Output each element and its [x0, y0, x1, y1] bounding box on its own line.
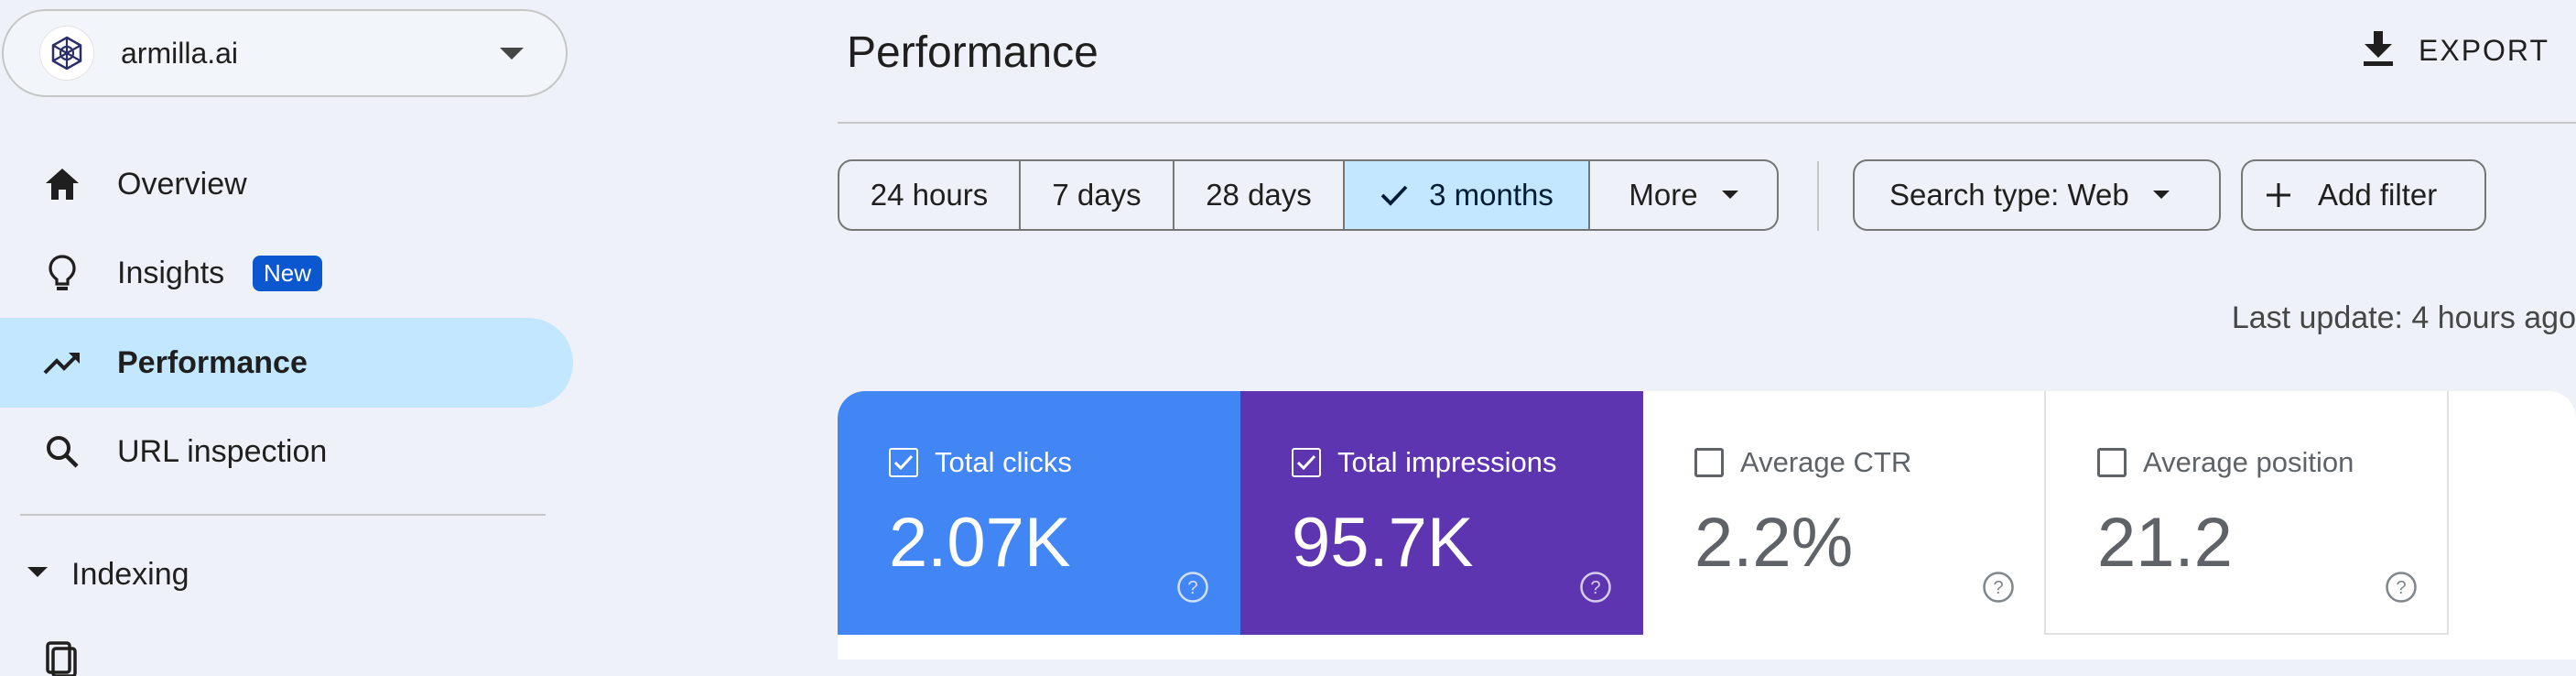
metric-value: 21.2: [2097, 504, 2233, 582]
svg-text:?: ?: [1993, 578, 2003, 598]
help-icon[interactable]: ?: [2385, 571, 2418, 604]
header-divider: [838, 122, 2576, 124]
search-type-filter[interactable]: Search type: Web: [1853, 159, 2221, 231]
lightbulb-icon: [42, 253, 82, 293]
date-range-24-hours[interactable]: 24 hours: [838, 159, 1021, 231]
sidebar-section-label: Indexing: [71, 556, 189, 592]
metric-card-average-ctr[interactable]: Average CTR 2.2% ?: [1643, 391, 2046, 635]
caret-down-icon: [27, 566, 48, 583]
metrics-panel: Total clicks 2.07K ? Total impressions 9…: [838, 391, 2576, 660]
sidebar-section-indexing[interactable]: Indexing: [27, 551, 189, 597]
sidebar-item-url-inspection[interactable]: URL inspection: [0, 407, 573, 496]
sidebar-item-label: Overview: [117, 166, 247, 202]
help-icon[interactable]: ?: [1176, 571, 1209, 604]
pages-icon: [42, 639, 79, 676]
add-filter-button[interactable]: Add filter: [2241, 159, 2486, 231]
export-button[interactable]: EXPORT: [2362, 27, 2549, 73]
search-icon: [42, 431, 82, 472]
date-range-3-months[interactable]: 3 months: [1345, 159, 1590, 231]
property-logo-icon: [40, 27, 93, 80]
sidebar-divider: [20, 514, 546, 516]
sidebar-item-overview[interactable]: Overview: [0, 139, 573, 229]
checkbox-checked-icon: [889, 448, 918, 477]
metric-label: Total clicks: [935, 446, 1072, 478]
property-name: armilla.ai: [121, 36, 239, 70]
help-icon[interactable]: ?: [1579, 571, 1612, 604]
check-icon: [1380, 183, 1409, 207]
plus-icon: [2265, 181, 2292, 209]
checkbox-unchecked-icon: [2097, 448, 2127, 477]
export-label: EXPORT: [2419, 33, 2549, 67]
metric-label: Total impressions: [1337, 446, 1557, 478]
sidebar-item-insights[interactable]: Insights New: [0, 228, 573, 318]
home-icon: [42, 164, 82, 204]
date-range-selector: 24 hours 7 days 28 days 3 months More: [838, 159, 1779, 231]
last-update-text: Last update: 4 hours ago: [2231, 300, 2576, 335]
help-icon[interactable]: ?: [1982, 571, 2015, 604]
checkbox-unchecked-icon: [1694, 448, 1724, 477]
checkbox-checked-icon: [1292, 448, 1321, 477]
svg-text:?: ?: [2396, 578, 2406, 598]
sidebar-item-label: Performance: [117, 344, 308, 380]
metric-value: 95.7K: [1292, 504, 1474, 582]
metric-label: Average position: [2143, 446, 2354, 478]
metric-card-total-clicks[interactable]: Total clicks 2.07K ?: [838, 391, 1240, 635]
toolbar-separator: [1817, 161, 1819, 231]
date-range-28-days[interactable]: 28 days: [1174, 159, 1345, 231]
metric-value: 2.2%: [1694, 504, 1854, 582]
metric-card-average-position[interactable]: Average position 21.2 ?: [2046, 391, 2449, 635]
svg-text:?: ?: [1187, 578, 1197, 598]
download-icon: [2362, 29, 2395, 72]
chevron-down-icon: [500, 48, 524, 65]
caret-down-icon: [1721, 191, 1738, 200]
date-range-7-days[interactable]: 7 days: [1021, 159, 1174, 231]
metric-card-total-impressions[interactable]: Total impressions 95.7K ?: [1240, 391, 1643, 635]
metric-value: 2.07K: [889, 504, 1071, 582]
sidebar-item-label: URL inspection: [117, 433, 328, 469]
metric-label: Average CTR: [1740, 446, 1912, 478]
caret-down-icon: [2152, 191, 2170, 200]
page-title: Performance: [847, 28, 1099, 77]
new-badge: New: [253, 256, 323, 291]
property-selector[interactable]: armilla.ai: [2, 9, 568, 97]
svg-text:?: ?: [1590, 578, 1600, 598]
sidebar-item-label: Insights: [117, 255, 225, 290]
trending-up-icon: [42, 343, 82, 383]
sidebar-item-performance[interactable]: Performance: [0, 318, 573, 408]
date-range-more[interactable]: More: [1590, 159, 1779, 231]
